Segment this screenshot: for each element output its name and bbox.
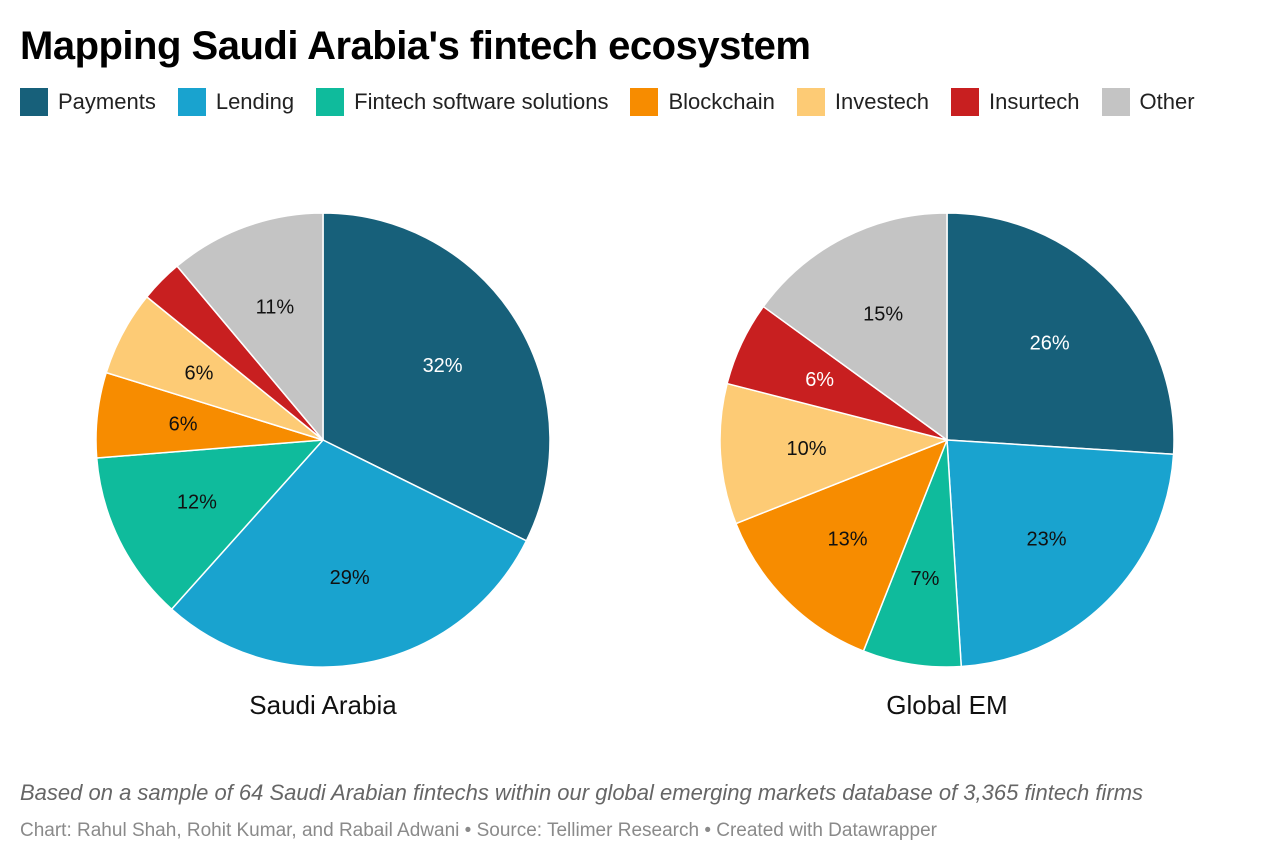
pie-data-label: 12%: [177, 491, 217, 513]
pie-saudi-arabia: 32% 29% 12% 6% 6% 11% Saudi Arabia: [95, 212, 551, 720]
pie-slice-investech: [719, 382, 948, 525]
pie-data-label: 29%: [330, 567, 370, 589]
legend-label: Insurtech: [989, 89, 1080, 114]
pie-slice-lending: [170, 439, 528, 668]
pie-data-label: 32%: [423, 355, 463, 377]
legend-item-other: Other: [1101, 88, 1195, 116]
legend-swatch: [20, 88, 48, 116]
legend-item-insurtech: Insurtech: [951, 88, 1080, 116]
pie-data-label: 23%: [1027, 529, 1067, 551]
legend-label: Payments: [58, 89, 156, 114]
pie-global-em: 26% 23% 7% 13% 10% 6% 15% Global EM: [719, 212, 1175, 720]
pie-data-label: 26%: [1030, 333, 1070, 355]
chart-title: Mapping Saudi Arabia's fintech ecosystem: [20, 24, 811, 68]
pie-charts: 32% 29% 12% 6% 6% 11% Saudi Arabia 26% 23% 7% 13% 1…: [95, 212, 1175, 720]
pie-slice-other: [762, 212, 948, 441]
pie-data-label: 13%: [827, 529, 867, 551]
legend-label: Lending: [215, 89, 295, 114]
legend-item-blockchain: Blockchain: [630, 88, 775, 116]
legend-swatch: [316, 88, 345, 116]
legend-label: Investech: [834, 89, 930, 114]
legend-label: Other: [1139, 89, 1195, 114]
legend-item-fintech-software-solutions: Fintech software solutions: [316, 88, 608, 116]
legend-item-lending: Lending: [177, 88, 295, 116]
chart-notes: Based on a sample of 64 Saudi Arabian fi…: [20, 780, 1144, 805]
pie-slice-lending: [946, 439, 1175, 668]
pie-slice-fintech-software-solutions: [95, 439, 324, 610]
pie-slice-blockchain: [735, 439, 948, 652]
pie-slice-payments: [322, 212, 551, 542]
chart-footer: Chart: Rahul Shah, Rohit Kumar, and Raba…: [20, 820, 937, 841]
pie-data-label: 10%: [787, 438, 827, 460]
pie-data-label: 7%: [911, 568, 940, 590]
pie-data-label: 6%: [169, 413, 198, 435]
pie-slice-payments: [946, 212, 1175, 456]
legend-swatch: [1101, 88, 1130, 116]
pie-data-label: 6%: [805, 369, 834, 391]
legend-swatch: [951, 88, 980, 116]
legend-label: Fintech software solutions: [354, 89, 609, 114]
legend-swatch: [177, 88, 206, 116]
legend: Payments Lending Fintech software solution…: [20, 88, 1220, 116]
pie-title: Saudi Arabia: [249, 690, 397, 720]
pie-slice-other: [176, 212, 324, 441]
legend-swatch: [630, 88, 659, 116]
legend-swatch: [796, 88, 825, 116]
pie-data-label: 11%: [256, 297, 295, 319]
pie-title: Global EM: [886, 690, 1007, 720]
pie-data-label: 15%: [863, 304, 903, 326]
legend-label: Blockchain: [668, 89, 775, 114]
pie-data-label: 6%: [184, 363, 213, 385]
legend-item-payments: Payments: [20, 88, 156, 116]
legend-item-investech: Investech: [796, 88, 930, 116]
